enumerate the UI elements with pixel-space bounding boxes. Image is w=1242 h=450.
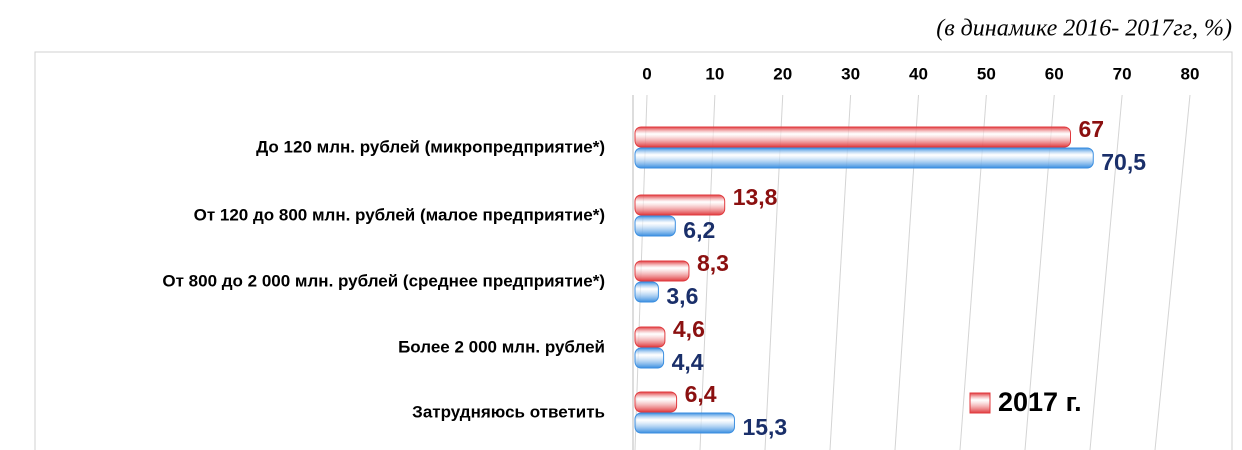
plot-frame <box>34 51 1233 450</box>
chart-subtitle: (в динамике 2016- 2017гг, %) <box>936 16 1232 42</box>
grid-line <box>1089 94 1123 450</box>
value-label: 70,5 <box>1101 149 1146 175</box>
value-label: 15,3 <box>742 414 787 440</box>
bar <box>634 412 735 434</box>
bar <box>634 194 726 216</box>
value-label: 8,3 <box>697 250 729 276</box>
bar <box>634 347 665 369</box>
x-tick-label: 80 <box>1181 64 1200 83</box>
x-tick-label: 70 <box>1113 64 1132 83</box>
x-tick-label: 40 <box>909 64 928 83</box>
bar <box>634 215 676 237</box>
value-label: 6,2 <box>683 217 715 243</box>
value-label: 4,6 <box>673 316 705 342</box>
bar <box>634 147 1094 169</box>
x-tick-label: 30 <box>841 64 860 83</box>
value-label: 67 <box>1079 116 1105 142</box>
category-label: От 800 до 2 000 млн. рублей (среднее пре… <box>162 271 605 290</box>
bar <box>634 281 659 303</box>
value-label: 13,8 <box>733 184 778 210</box>
legend-swatch <box>969 392 991 414</box>
bar <box>634 391 678 413</box>
grid-line <box>1154 94 1191 450</box>
bar <box>634 326 666 348</box>
bar <box>634 126 1071 148</box>
legend-label: 2017 г. <box>998 387 1082 417</box>
value-label: 3,6 <box>666 283 698 309</box>
x-tick-label: 60 <box>1045 64 1064 83</box>
x-tick-label: 50 <box>977 64 996 83</box>
category-label: До 120 млн. рублей (микропредприятие*) <box>256 137 605 156</box>
x-tick-label: 10 <box>705 64 724 83</box>
category-label: Более 2 000 млн. рублей <box>398 337 605 356</box>
category-label: От 120 до 800 млн. рублей (малое предпри… <box>194 205 605 224</box>
value-label: 4,4 <box>672 349 704 375</box>
x-tick-label: 20 <box>773 64 792 83</box>
category-label: Затрудняюсь ответить <box>412 402 605 421</box>
value-label: 6,4 <box>685 381 717 407</box>
bar <box>634 260 690 282</box>
x-tick-label: 0 <box>642 64 651 83</box>
